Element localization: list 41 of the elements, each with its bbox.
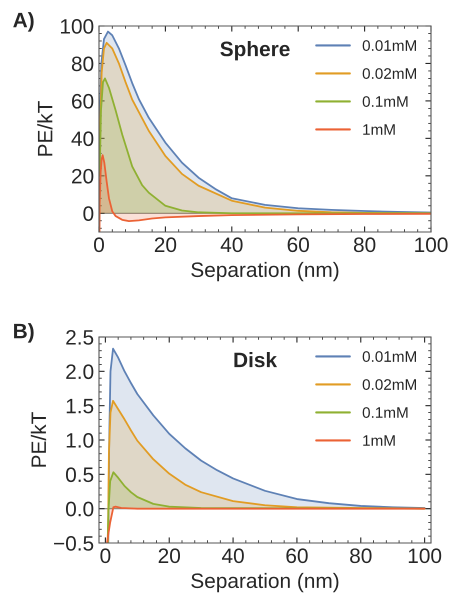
x-tick-label: 40 — [220, 237, 243, 252]
y-tick-label: 40 — [71, 131, 94, 146]
x-tick-label: 60 — [288, 237, 309, 252]
legend-label: 0.01mM — [362, 40, 416, 51]
y-tick-label: 80 — [72, 56, 94, 72]
y-tick-label: 0 — [83, 206, 94, 222]
legend-label: 0.02mM — [362, 379, 416, 390]
y-axis-title: PE/kT — [30, 412, 46, 467]
y-tick-label: 2.5 — [66, 330, 94, 345]
x-tick-label: 20 — [158, 548, 180, 564]
y-tick-label: 20 — [72, 168, 94, 184]
x-axis-title: Separation (nm) — [191, 572, 338, 592]
x-tick-label: 80 — [354, 237, 376, 252]
y-tick-label: 0.5 — [66, 467, 94, 482]
x-tick-label: 0 — [94, 237, 104, 252]
text: B) — [14, 323, 34, 343]
x-axis-title: Separation (nm) — [191, 262, 338, 282]
y-tick-label: 100 — [60, 19, 94, 34]
text: Sphere — [220, 41, 290, 60]
x-tick-label: 60 — [286, 548, 308, 564]
y-tick-label: 1.0 — [66, 433, 94, 448]
legend-label: 0.1mM — [362, 96, 408, 107]
legend-label: 1mM — [363, 124, 395, 135]
y-tick-label: −0.5 — [54, 536, 94, 551]
legend-label: 0.01mM — [362, 351, 416, 362]
y-tick-label: 2.0 — [66, 364, 94, 380]
legend-label: 0.1mM — [362, 407, 408, 418]
text: Disk — [234, 352, 278, 368]
x-tick-label: 100 — [415, 237, 448, 252]
y-tick-label: 1.5 — [66, 398, 94, 414]
y-tick-label: 60 — [72, 94, 94, 109]
x-tick-label: 0 — [100, 548, 110, 564]
x-tick-label: 20 — [154, 237, 176, 252]
y-axis-title: PE/kT — [37, 101, 52, 156]
text: A) — [13, 12, 34, 32]
y-tick-label: 0.0 — [66, 502, 94, 516]
x-tick-label: 100 — [408, 548, 442, 564]
legend-label: 1mM — [363, 435, 395, 446]
x-tick-label: 80 — [350, 548, 372, 564]
legend-label: 0.02mM — [362, 68, 416, 79]
x-tick-label: 40 — [222, 548, 244, 564]
